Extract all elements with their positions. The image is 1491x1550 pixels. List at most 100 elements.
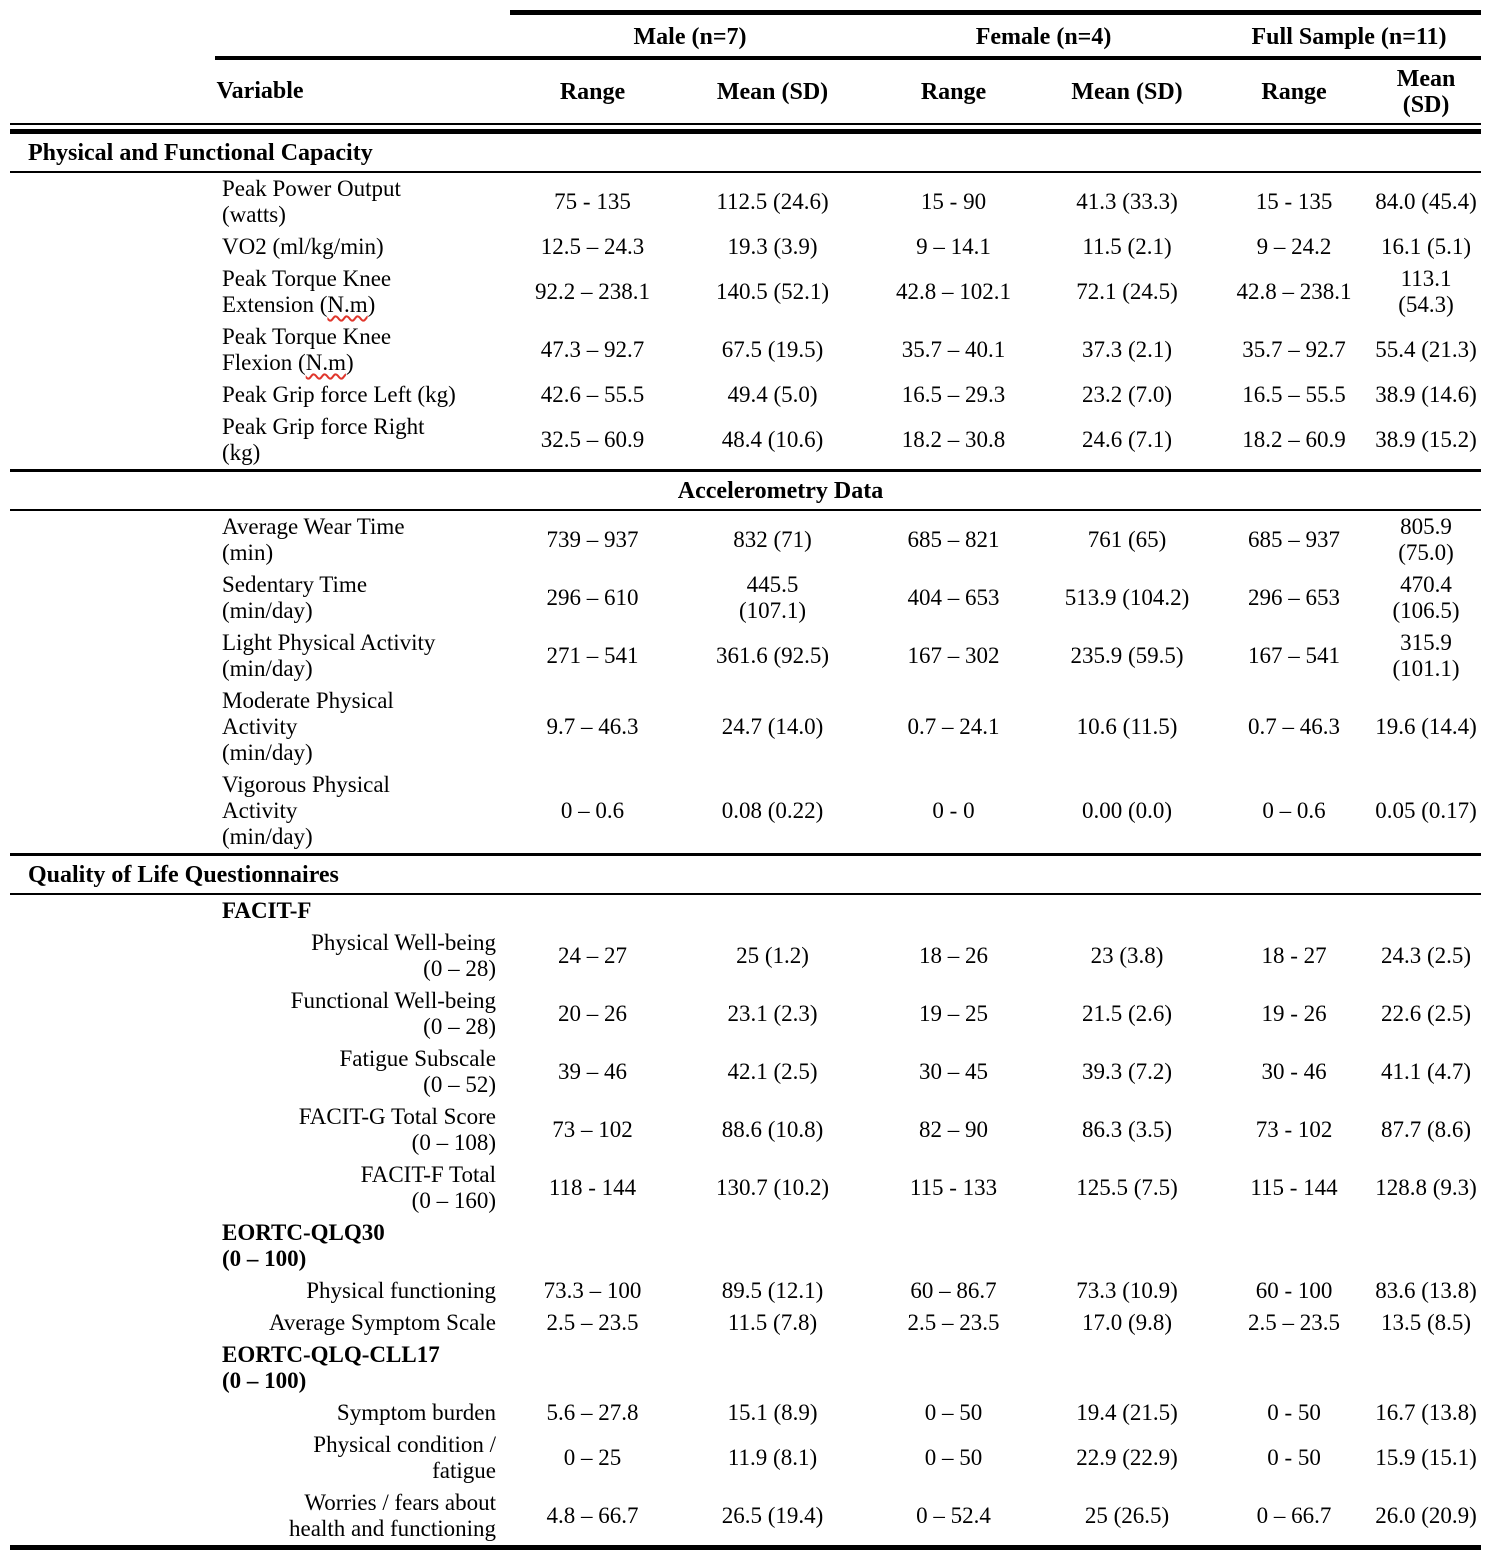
- value-cell: 21.5 (2.6): [1081, 1001, 1173, 1026]
- value-cell: 0 – 25: [563, 1445, 622, 1470]
- variable-cell: Peak Torque Knee Extension (N.m): [10, 263, 510, 321]
- variable-cell: Sedentary Time (min/day): [10, 569, 510, 627]
- data-row: Moderate Physical Activity (min/day) 9.7 – …: [10, 685, 1481, 769]
- data-row: Symptom burden 5.6 – 27.8 15.1 (8.9) 0 – 50…: [10, 1397, 1481, 1429]
- value-cell: 26.5 (19.4): [721, 1503, 824, 1528]
- value-cell: 2.5 – 23.5: [546, 1310, 639, 1335]
- value-cell: 17.0 (9.8): [1081, 1310, 1173, 1335]
- value-cell: 739 – 937: [546, 527, 639, 552]
- value-cell: 42.1 (2.5): [727, 1059, 818, 1084]
- value-cell: 0 – 0.6: [560, 798, 625, 823]
- value-cell: 20 – 26: [558, 1001, 627, 1026]
- rule-row: [10, 171, 1482, 173]
- value-cell: 16.7 (13.8): [1375, 1400, 1477, 1425]
- corner-blank: [10, 13, 510, 59]
- variable-cell: FACIT-G Total Score (0 – 108): [10, 1101, 510, 1159]
- group-header-row: Male (n=7) Female (n=4) Full Sample (n=1…: [10, 10, 1482, 59]
- value-cell: 38.9 (15.2): [1375, 427, 1477, 452]
- value-cell: 83.6 (13.8): [1375, 1278, 1477, 1303]
- value-cell: 42.6 – 55.5: [540, 382, 645, 407]
- value-cell: 2.5 – 23.5: [907, 1310, 1000, 1335]
- value-cell: 0.7 – 24.1: [907, 714, 1000, 739]
- data-row: Vigorous Physical Activity (min/day) 0 – 0.…: [10, 769, 1481, 853]
- value-cell: 19 – 25: [919, 1001, 989, 1026]
- variable-label-line: Peak Grip force Left (kg): [222, 382, 456, 407]
- variable-label-line: FACIT-F Total: [360, 1162, 496, 1187]
- variable-label-line: Physical condition /: [313, 1432, 496, 1457]
- col-header-mean-full: Mean (SD): [1371, 56, 1482, 123]
- value-cell: 73.3 (10.9): [1076, 1278, 1178, 1303]
- thick-rule: [10, 1545, 1482, 1550]
- value-cell: 23 (3.8): [1090, 943, 1164, 968]
- data-row: Worries / fears about health and function…: [10, 1487, 1481, 1545]
- value-cell: 0.08 (0.22): [721, 798, 824, 823]
- thin-rule: [10, 171, 1482, 173]
- value-cell: 35.7 – 40.1: [901, 337, 1006, 362]
- variable-cell: Functional Well-being (0 – 28): [10, 985, 510, 1043]
- value-cell: 86.3 (3.5): [1081, 1117, 1173, 1142]
- value-cell: 35.7 – 92.7: [1242, 337, 1346, 362]
- value-cell: 41.3 (33.3): [1076, 189, 1178, 214]
- subsection-row: FACIT-F: [10, 895, 1481, 927]
- variable-label-line: Peak Torque Knee: [222, 324, 392, 349]
- value-cell: 18 - 27: [1261, 943, 1327, 968]
- value-cell: 82 – 90: [919, 1117, 989, 1142]
- section-header: Quality of Life Questionnaires: [28, 862, 339, 888]
- header-rule: [10, 123, 1482, 134]
- data-row: Peak Torque Knee Extension (N.m) 92.2 – 23…: [10, 263, 1481, 321]
- value-cell: 19.4 (21.5): [1076, 1400, 1178, 1425]
- variable-label-line: EORTC-QLQ30: [222, 1220, 385, 1245]
- value-cell: 11.5 (2.1): [1082, 234, 1172, 259]
- data-row: Peak Grip force Left (kg) 42.6 – 55.5 49.4…: [10, 379, 1481, 411]
- value-cell: 49.4 (5.0): [727, 382, 818, 407]
- spellcheck-squiggle: N.m: [305, 350, 346, 375]
- value-cell: 55.4 (21.3): [1375, 337, 1477, 362]
- value-cell: 38.9 (14.6): [1375, 382, 1477, 407]
- value-cell: 18.2 – 30.8: [901, 427, 1006, 452]
- value-cell: 32.5 – 60.9: [540, 427, 645, 452]
- value-cell: 0 – 66.7: [1256, 1503, 1332, 1528]
- variable-label-line: FACIT-G Total Score: [298, 1104, 496, 1129]
- value-cell: 685 – 937: [1248, 527, 1341, 552]
- section-header: Physical and Functional Capacity: [28, 140, 373, 166]
- value-cell: 89.5 (12.1): [721, 1278, 824, 1303]
- value-cell: 140.5 (52.1): [715, 279, 830, 304]
- data-row: Average Wear Time (min) 739 – 937 832 (71) 6…: [10, 511, 1481, 569]
- variable-cell: Symptom burden: [10, 1397, 510, 1429]
- value-cell: 0 – 50: [924, 1445, 983, 1470]
- group-header-full-sample: Full Sample (n=11): [1217, 10, 1482, 58]
- value-cell: 470.4 (106.5): [1392, 572, 1460, 623]
- rule-cell: [10, 853, 1482, 856]
- data-row: Peak Power Output (watts) 75 - 135 112.5 (2…: [10, 173, 1481, 231]
- variable-label-line: (min/day): [222, 656, 313, 681]
- variable-cell: Peak Grip force Right (kg): [10, 411, 510, 469]
- value-cell: 361.6 (92.5): [715, 643, 830, 668]
- variable-label-line: Light Physical Activity: [222, 630, 436, 655]
- value-cell: 23.1 (2.3): [727, 1001, 818, 1026]
- centered-header: Accelerometry Data: [677, 478, 884, 504]
- value-cell: 26.0 (20.9): [1375, 1503, 1477, 1528]
- stats-table: Male (n=7) Female (n=4) Full Sample (n=1…: [10, 10, 1482, 1550]
- variable-cell: Worries / fears about health and function…: [10, 1487, 510, 1545]
- value-cell: 0 - 50: [1267, 1445, 1321, 1470]
- value-cell: 9 – 14.1: [916, 234, 991, 259]
- value-cell: 404 – 653: [907, 585, 1000, 610]
- variable-label-line: (min/day): [222, 824, 313, 849]
- value-cell: 92.2 – 238.1: [535, 279, 650, 304]
- value-cell: 13.5 (8.5): [1381, 1310, 1472, 1335]
- variable-label-line: Peak Grip force Right: [222, 414, 425, 439]
- data-row: Sedentary Time (min/day) 296 – 610 445.5 (1…: [10, 569, 1481, 627]
- value-cell: 12.5 – 24.3: [540, 234, 645, 259]
- variable-label-line: Activity: [222, 714, 298, 739]
- variable-label-line: Symptom burden: [336, 1400, 496, 1425]
- value-cell: 0 – 0.6: [1262, 798, 1326, 823]
- value-cell: 84.0 (45.4): [1375, 189, 1477, 214]
- variable-label-line: (kg): [222, 440, 261, 465]
- value-cell: 167 – 541: [1248, 643, 1341, 668]
- value-cell: 24 – 27: [558, 943, 627, 968]
- col-header-range-full: Range: [1217, 56, 1372, 123]
- value-cell: 18 – 26: [919, 943, 989, 968]
- variable-label-line: Extension (N.m): [222, 292, 376, 317]
- rule-row: [10, 1545, 1482, 1550]
